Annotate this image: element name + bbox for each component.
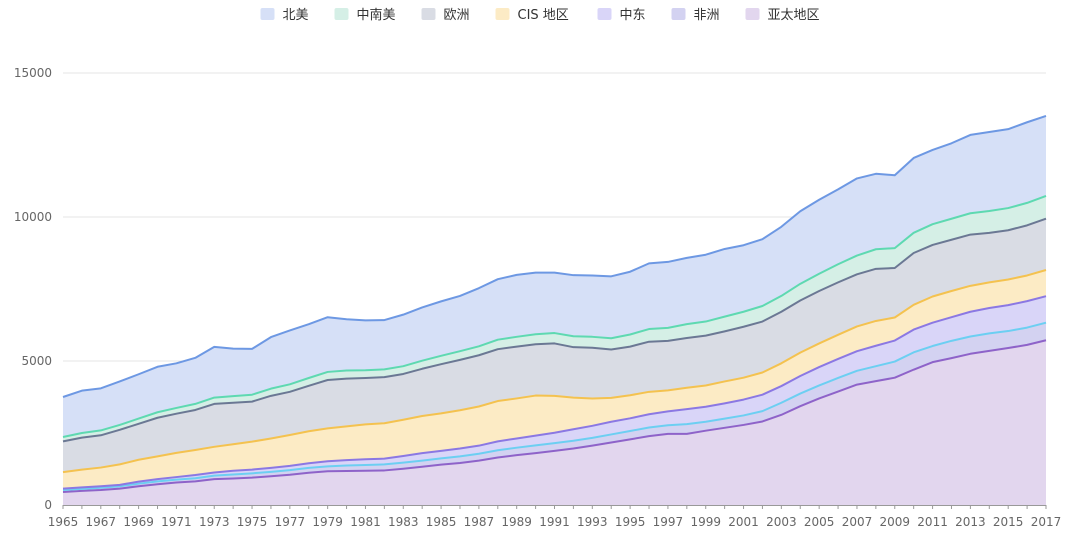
legend-swatch: [421, 8, 436, 20]
y-tick-label: 5000: [21, 354, 52, 368]
x-tick-label: 1997: [653, 515, 684, 529]
y-tick-label: 0: [44, 498, 52, 512]
x-tick-label: 2005: [804, 515, 835, 529]
legend-item[interactable]: 中东: [597, 8, 646, 23]
legend-label: 北美: [283, 8, 309, 23]
legend-item[interactable]: 中南美: [334, 7, 396, 23]
legend-item[interactable]: 北美: [260, 8, 309, 23]
legend-label: 中南美: [357, 7, 396, 23]
series-line-1: [62, 321, 1047, 492]
legend-swatch: [671, 8, 686, 20]
x-tick-label: 2009: [879, 515, 910, 529]
series-line-3: [62, 269, 1047, 474]
x-tick-label: 1999: [690, 515, 721, 529]
x-tick-label: 1981: [350, 515, 381, 529]
x-tick-label: 1969: [123, 515, 154, 529]
series-line-4: [62, 217, 1047, 443]
area-0: [63, 340, 1046, 505]
legend-swatch: [597, 8, 612, 20]
series-line-6: [62, 114, 1047, 398]
x-tick-label: 1991: [539, 515, 570, 529]
legend-item[interactable]: 亚太地区: [745, 8, 820, 23]
series-line-2: [62, 295, 1047, 490]
legend-label: 中东: [620, 8, 646, 23]
series-lines: [62, 114, 1047, 494]
x-tick-label: 2011: [917, 515, 948, 529]
legend-swatch: [745, 8, 760, 20]
legend-label: 非洲: [694, 8, 720, 23]
x-tick-label: 1977: [275, 515, 306, 529]
x-tick-label: 2013: [955, 515, 986, 529]
legend-label: 亚太地区: [768, 8, 820, 23]
x-axis: 1965 1967 1969 1971 1973 1975 1977 1979 1981 1983…: [48, 505, 1062, 529]
legend-label: 欧洲: [444, 8, 470, 23]
x-tick-label: 1983: [388, 515, 419, 529]
legend-swatch: [495, 8, 510, 20]
legend-item[interactable]: 非洲: [671, 8, 720, 23]
x-tick-label: 1973: [199, 515, 230, 529]
x-tick-label: 1989: [501, 515, 532, 529]
series-line-0: [62, 339, 1047, 494]
legend-swatch: [260, 8, 275, 20]
x-tick-label: 1985: [426, 515, 457, 529]
x-tick-label: 2003: [766, 515, 797, 529]
x-tick-label: 1975: [237, 515, 268, 529]
y-tick-label: 10000: [14, 210, 52, 224]
legend-item[interactable]: 欧洲: [421, 8, 470, 23]
x-tick-label: 1993: [577, 515, 608, 529]
legend-label: CIS 地区: [518, 8, 569, 23]
series-line-5: [62, 195, 1047, 439]
x-tick-label: 1987: [464, 515, 495, 529]
x-tick-label: 1971: [161, 515, 192, 529]
x-tick-label: 2007: [842, 515, 873, 529]
y-axis: 0 5000 10000 15000: [14, 66, 52, 512]
legend: 北美 中南美 欧洲 CIS 地区 中东 非洲 亚太地区: [260, 7, 820, 23]
legend-item[interactable]: CIS 地区: [495, 8, 569, 23]
x-tick-label: 2015: [993, 515, 1024, 529]
x-tick-label: 1965: [48, 515, 79, 529]
x-tick-label: 2017: [1031, 515, 1062, 529]
x-tick-label: 2001: [728, 515, 759, 529]
x-tick-label: 1979: [312, 515, 343, 529]
y-tick-label: 15000: [14, 66, 52, 80]
x-tick-label: 1967: [86, 515, 117, 529]
legend-swatch: [334, 8, 349, 20]
x-tick-label: 1995: [615, 515, 646, 529]
area-layers: [63, 115, 1046, 506]
